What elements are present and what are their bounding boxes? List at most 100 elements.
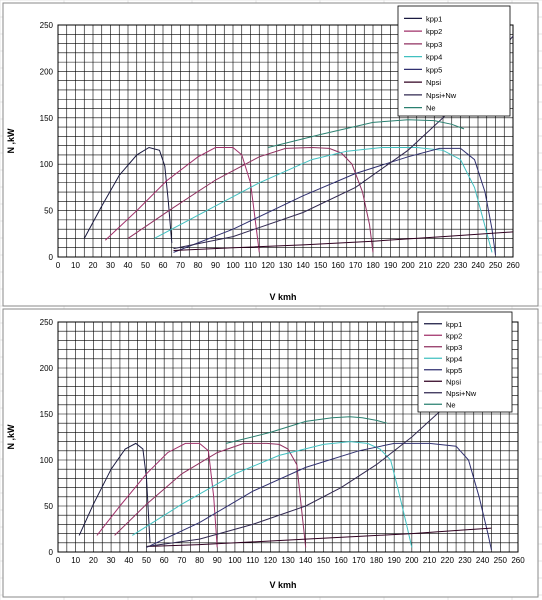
- x-tick-label: 110: [246, 556, 259, 565]
- y-tick-label: 100: [40, 456, 54, 465]
- y-tick-label: 50: [44, 207, 53, 216]
- series-line-kpp2[interactable]: [96, 442, 218, 548]
- series-line-npsi[interactable]: [173, 231, 514, 251]
- legend-box: [417, 311, 513, 413]
- x-tick-label: 60: [159, 261, 168, 270]
- x-tick-label: 240: [476, 556, 490, 565]
- y-tick-label: 200: [40, 67, 54, 76]
- x-axis-title: V kmh: [269, 580, 296, 590]
- y-tick-label: 250: [40, 318, 54, 327]
- x-tick-label: 20: [89, 556, 98, 565]
- legend-entry: Ne: [426, 104, 436, 113]
- legend-entry: kpp3: [426, 40, 442, 49]
- x-tick-label: 230: [458, 556, 472, 565]
- series-line-kpp2[interactable]: [104, 147, 260, 253]
- y-tick-label: 250: [40, 21, 54, 30]
- y-axis-title: N ,kW: [6, 424, 16, 450]
- x-tick-label: 170: [352, 556, 366, 565]
- x-tick-label: 110: [244, 261, 257, 270]
- x-tick-label: 200: [405, 556, 419, 565]
- y-tick-label: 150: [40, 410, 54, 419]
- x-tick-label: 240: [471, 261, 485, 270]
- x-tick-label: 180: [370, 556, 384, 565]
- chart-panel-bottom[interactable]: 0 10 20 30 40 50 60 70 80 90 100 110 120 130 140 150 160…: [2, 308, 539, 598]
- y-tick-label: 50: [44, 502, 53, 511]
- x-tick-label: 100: [228, 556, 242, 565]
- x-tick-label: 210: [423, 556, 437, 565]
- series-line-kpp5[interactable]: [146, 442, 492, 551]
- series-line-kpp4[interactable]: [132, 441, 413, 548]
- series-line-npsi-nw[interactable]: [146, 371, 492, 547]
- x-tick-label: 60: [160, 556, 169, 565]
- x-tick-label: 150: [317, 556, 331, 565]
- x-axis-title: V kmh: [269, 292, 296, 302]
- x-tick-label: 130: [279, 261, 293, 270]
- y-tick-label: 100: [40, 160, 54, 169]
- chart-panel-top[interactable]: 0 10 20 30 40 50 60 70 80 90 100 110 120 130 140 150 160…: [2, 2, 539, 307]
- x-tick-label: 190: [384, 261, 398, 270]
- legend-entry: Npsi: [446, 377, 461, 386]
- legend-entry: Npsi+Nw: [446, 389, 477, 398]
- x-tick-label: 80: [195, 556, 204, 565]
- x-tick-label: 10: [71, 556, 80, 565]
- legend-entry: kpp4: [446, 354, 462, 363]
- x-tick-label: 150: [314, 261, 328, 270]
- series-line-npsi[interactable]: [146, 527, 492, 547]
- x-tick-label: 260: [506, 261, 520, 270]
- legend-entry: kpp5: [426, 65, 442, 74]
- x-tick-label: 20: [89, 261, 98, 270]
- x-tick-label: 80: [194, 261, 203, 270]
- series-line-ne[interactable]: [267, 119, 465, 148]
- x-tick-label: 140: [299, 556, 313, 565]
- x-tick-label: 0: [56, 556, 61, 565]
- y-axis-title: N ,kW: [6, 128, 16, 154]
- legend-entry: kpp2: [426, 27, 442, 36]
- y-tick-label: 0: [49, 253, 54, 262]
- legend-entry: Ne: [446, 400, 456, 409]
- x-tick-label: 170: [349, 261, 363, 270]
- x-tick-label: 230: [454, 261, 468, 270]
- series-line-kpp4[interactable]: [154, 147, 493, 253]
- series-line-kpp3[interactable]: [114, 442, 307, 548]
- x-tick-label: 220: [436, 261, 450, 270]
- series-line-ne[interactable]: [225, 416, 388, 444]
- x-tick-label: 50: [142, 556, 151, 565]
- x-tick-label: 200: [401, 261, 415, 270]
- x-tick-label: 50: [141, 261, 150, 270]
- x-tick-label: 90: [213, 556, 222, 565]
- x-tick-label: 220: [441, 556, 455, 565]
- legend-entry: Npsi: [426, 78, 441, 87]
- legend: kpp1 kpp2 kpp3 kpp4 kpp5 Npsi Npsi+Nw Ne: [417, 311, 513, 413]
- x-tick-label: 100: [226, 261, 240, 270]
- x-tick-label: 260: [511, 556, 525, 565]
- x-tick-label: 190: [387, 556, 401, 565]
- legend-entry: kpp3: [446, 343, 462, 352]
- legend-entry: kpp1: [446, 320, 462, 329]
- series-line-kpp5[interactable]: [173, 147, 496, 256]
- x-tick-label: 160: [334, 556, 348, 565]
- x-tick-label: 120: [261, 261, 275, 270]
- y-tick-label: 0: [49, 548, 54, 557]
- x-tick-label: 250: [494, 556, 508, 565]
- legend-entry: Npsi+Nw: [426, 91, 457, 100]
- legend-box: [397, 5, 511, 117]
- x-tick-label: 140: [296, 261, 310, 270]
- x-tick-label: 130: [281, 556, 295, 565]
- legend: kpp1 kpp2 kpp3 kpp4 kpp5 Npsi Npsi+Nw Ne: [397, 5, 511, 117]
- x-tick-label: 10: [71, 261, 80, 270]
- y-tick-label: 200: [40, 364, 54, 373]
- x-tick-label: 40: [124, 556, 133, 565]
- x-tick-label: 30: [106, 261, 115, 270]
- x-tick-label: 40: [124, 261, 133, 270]
- legend-entry: kpp1: [426, 14, 442, 23]
- series-line-kpp1[interactable]: [83, 146, 173, 244]
- x-tick-label: 120: [264, 556, 278, 565]
- x-tick-label: 70: [176, 261, 185, 270]
- legend-entry: kpp4: [426, 53, 442, 62]
- x-tick-label: 0: [56, 261, 61, 270]
- series-line-kpp1[interactable]: [78, 442, 151, 543]
- legend-entry: kpp2: [446, 331, 462, 340]
- series-line-kpp3[interactable]: [127, 146, 374, 253]
- legend-entry: kpp5: [446, 366, 462, 375]
